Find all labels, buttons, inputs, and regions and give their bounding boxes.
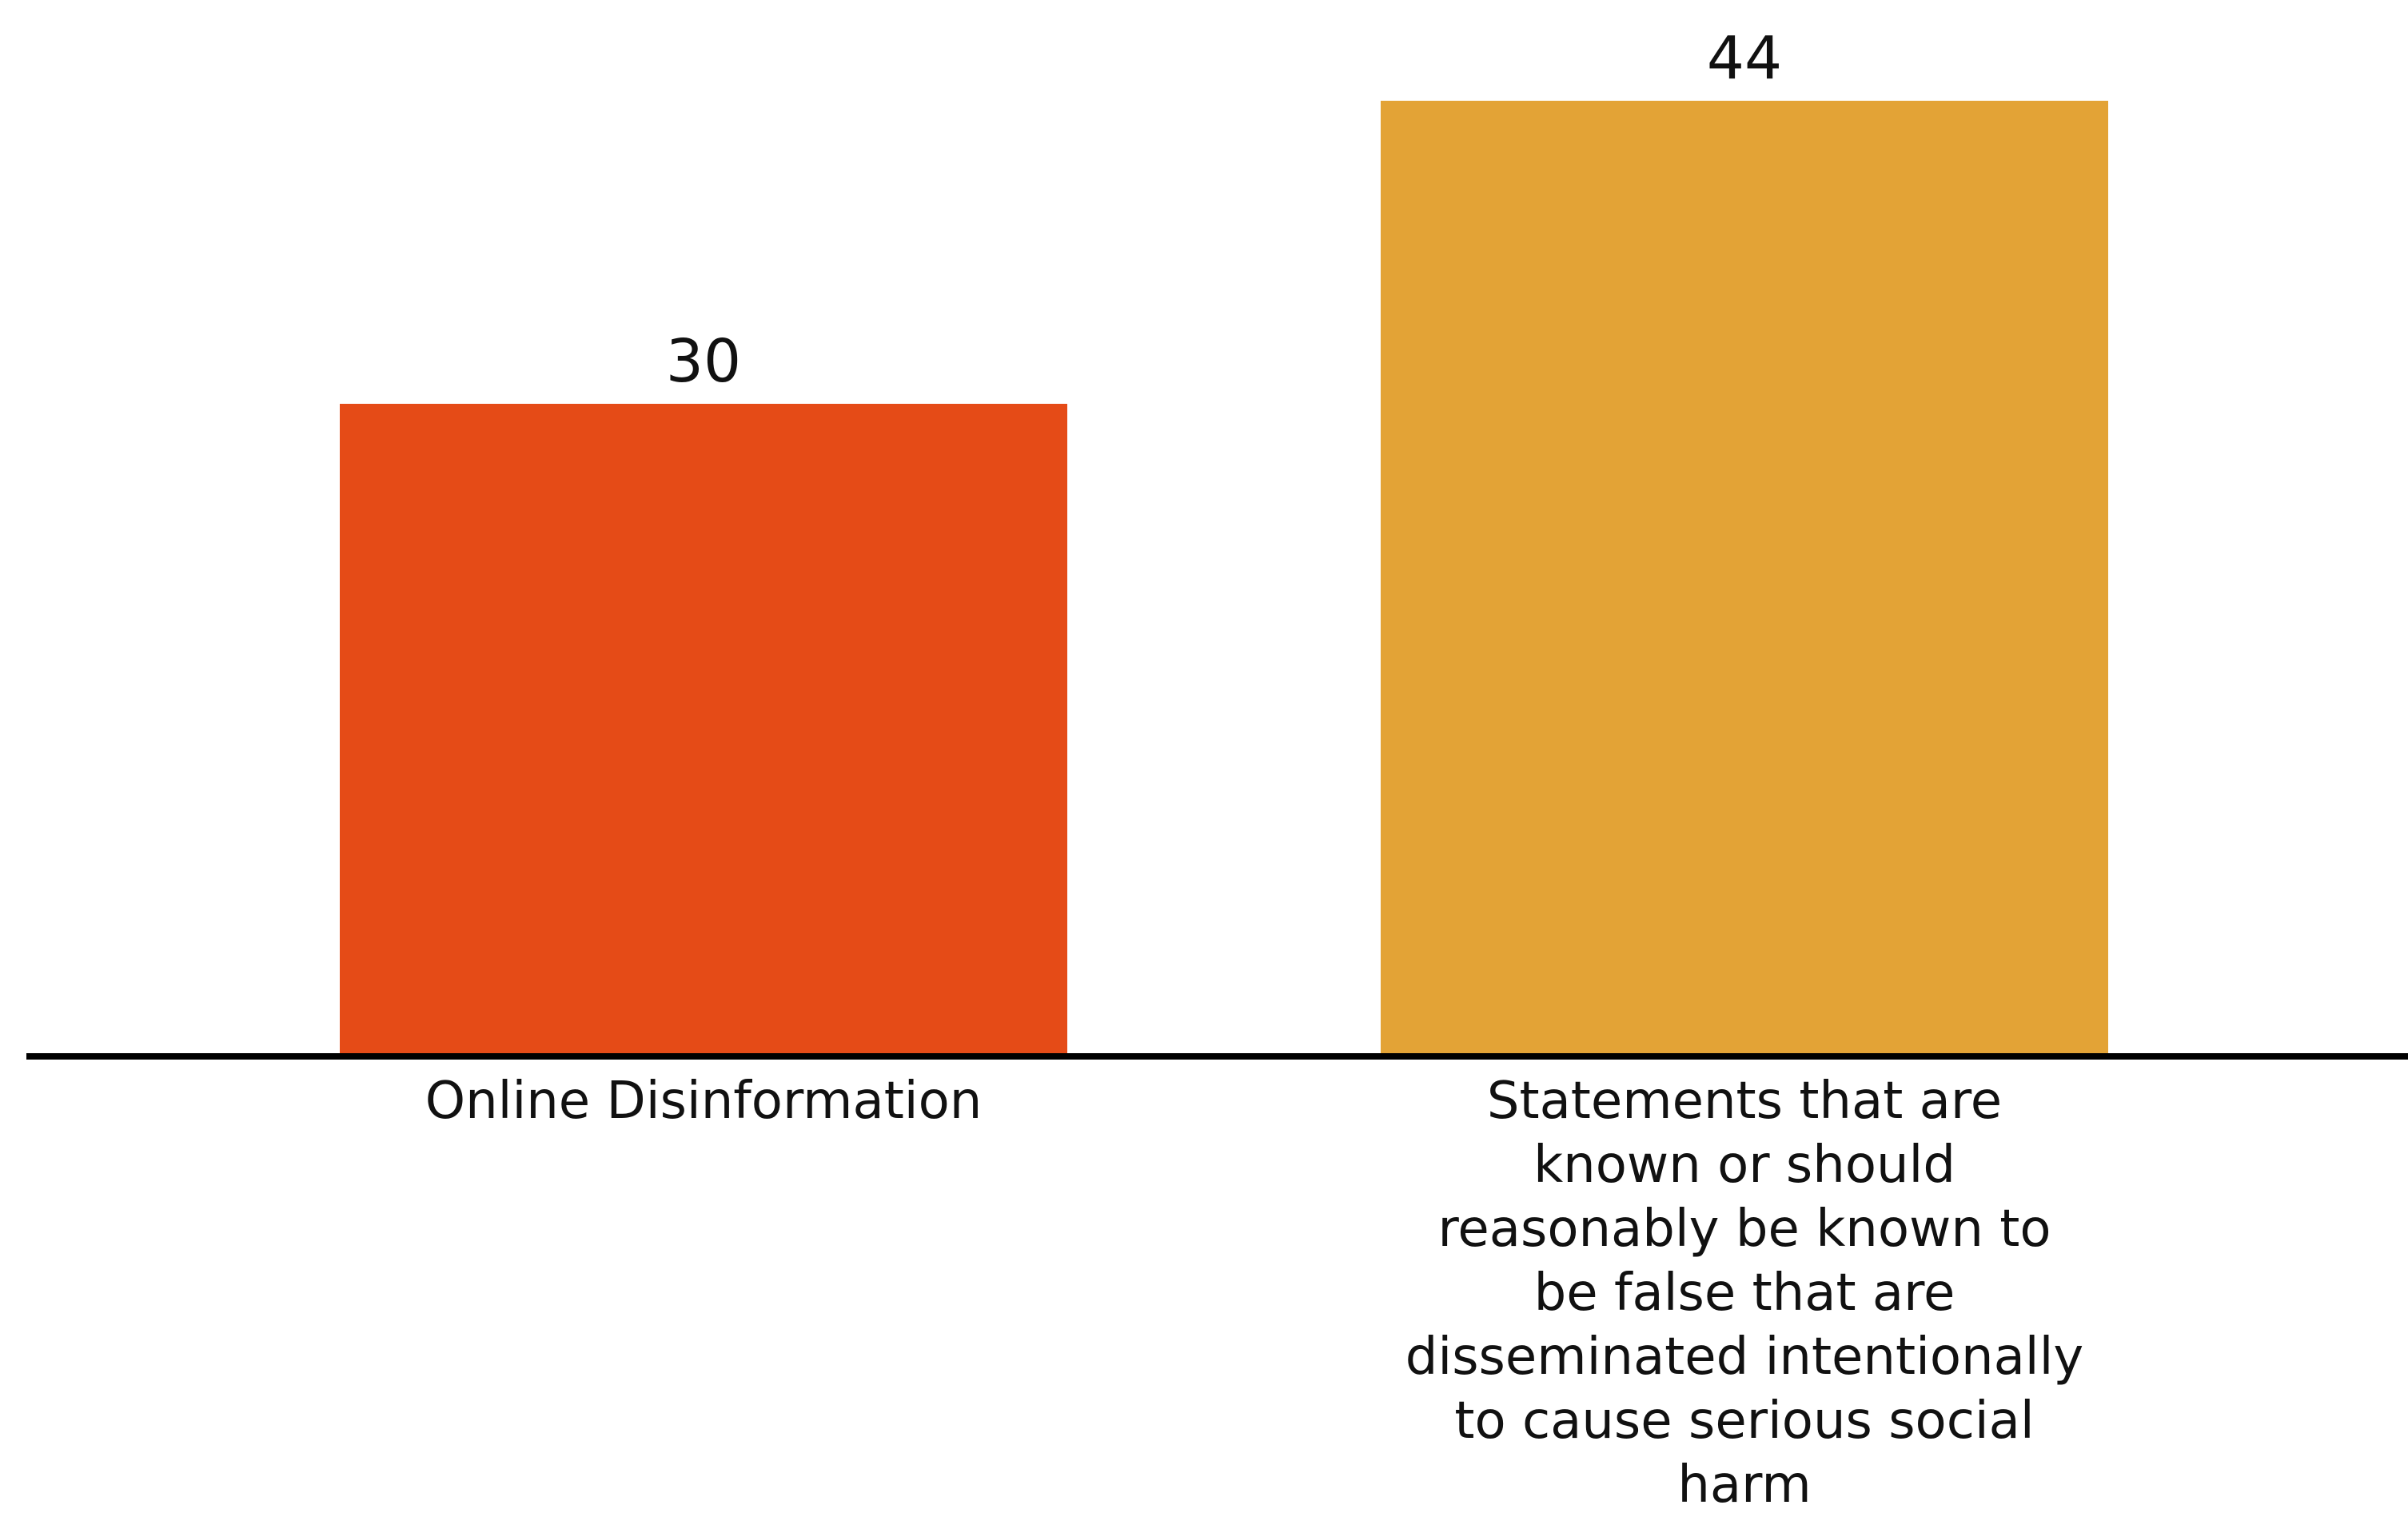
category-label-2: Statements that are known or should reas… <box>1405 1072 2084 1515</box>
category-label-1: Online Disinformation <box>425 1072 983 1131</box>
bar-1-data-label: 30 <box>666 327 741 396</box>
bar-1 <box>340 403 1067 1053</box>
bar-2-data-label: 44 <box>1707 24 1782 93</box>
bar-2 <box>1381 101 2108 1053</box>
